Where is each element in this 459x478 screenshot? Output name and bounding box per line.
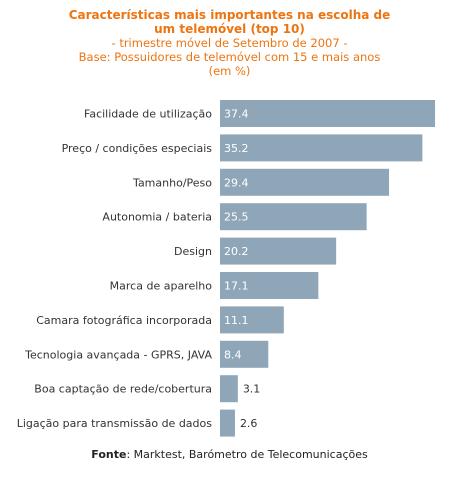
bar bbox=[220, 168, 390, 196]
bar-value-label: 11.1 bbox=[224, 314, 249, 327]
category-label: Preço / condições especiais bbox=[62, 142, 213, 155]
bar bbox=[220, 340, 269, 368]
bar bbox=[220, 306, 284, 334]
bar-value-label: 3.1 bbox=[243, 383, 261, 396]
bar bbox=[220, 409, 235, 437]
category-label: Tamanho/Peso bbox=[132, 176, 212, 189]
bar bbox=[220, 375, 238, 403]
category-label: Camara fotográfica incorporada bbox=[36, 314, 212, 327]
chart-title: Características mais importantes na esco… bbox=[68, 8, 391, 36]
bar-value-label: 17.1 bbox=[224, 280, 249, 293]
chart-subtitle-1: - trimestre móvel de Setembro de 2007 - bbox=[111, 36, 348, 50]
source-label: Fonte bbox=[91, 448, 127, 461]
bar bbox=[220, 237, 337, 265]
bar-value-label: 25.5 bbox=[224, 211, 249, 224]
source-text: : Marktest, Barómetro de Telecomunicaçõe… bbox=[126, 448, 368, 461]
bar bbox=[220, 203, 367, 231]
source-note: Fonte: Marktest, Barómetro de Telecomuni… bbox=[0, 448, 459, 461]
bar bbox=[220, 134, 423, 162]
bar-value-label: 8.4 bbox=[224, 348, 242, 361]
bar bbox=[220, 100, 436, 127]
category-label: Facilidade de utilização bbox=[84, 108, 212, 121]
bar-value-label: 20.2 bbox=[224, 245, 249, 258]
category-label: Design bbox=[174, 245, 212, 258]
category-label: Tecnologia avançada - GPRS, JAVA bbox=[24, 348, 212, 361]
category-label: Boa captação de rede/cobertura bbox=[34, 383, 212, 396]
chart-subtitle-2: Base: Possuidores de telemóvel com 15 e … bbox=[78, 50, 381, 64]
bar-value-label: 2.6 bbox=[240, 417, 258, 430]
category-label: Marca de aparelho bbox=[110, 280, 213, 293]
chart-titles: Características mais importantes na esco… bbox=[0, 8, 459, 78]
category-label: Ligação para transmissão de dados bbox=[17, 417, 213, 430]
category-label: Autonomia / bateria bbox=[102, 211, 212, 224]
bar-value-label: 35.2 bbox=[224, 142, 249, 155]
bar bbox=[220, 272, 319, 299]
chart-subtitle-3: (em %) bbox=[208, 64, 251, 78]
bar-value-label: 37.4 bbox=[224, 108, 249, 121]
bar-value-label: 29.4 bbox=[224, 176, 249, 189]
